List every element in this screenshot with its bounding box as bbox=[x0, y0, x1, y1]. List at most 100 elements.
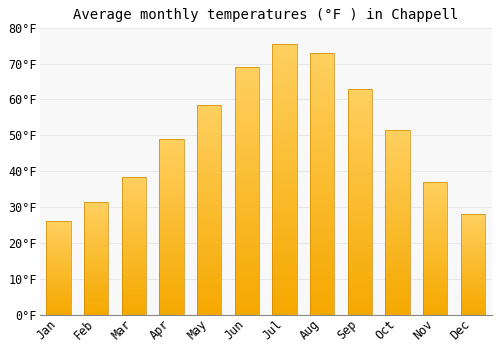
Bar bbox=[272, 241, 296, 244]
Bar bbox=[460, 270, 485, 271]
Bar bbox=[310, 218, 334, 220]
Bar bbox=[310, 254, 334, 257]
Bar bbox=[122, 310, 146, 312]
Bar bbox=[234, 260, 259, 262]
Bar bbox=[310, 55, 334, 58]
Bar bbox=[84, 207, 108, 208]
Bar bbox=[385, 237, 409, 239]
Bar bbox=[46, 226, 70, 227]
Bar bbox=[197, 105, 222, 315]
Bar bbox=[310, 210, 334, 212]
Bar bbox=[348, 238, 372, 240]
Bar bbox=[423, 248, 448, 250]
Bar bbox=[423, 201, 448, 202]
Bar bbox=[423, 271, 448, 272]
Bar bbox=[460, 274, 485, 275]
Bar bbox=[122, 264, 146, 265]
Bar bbox=[197, 224, 222, 226]
Bar bbox=[122, 218, 146, 219]
Bar bbox=[385, 222, 409, 224]
Bar bbox=[460, 256, 485, 257]
Bar bbox=[272, 190, 296, 193]
Bar bbox=[460, 261, 485, 262]
Bar bbox=[234, 178, 259, 181]
Bar bbox=[310, 116, 334, 118]
Bar bbox=[197, 153, 222, 155]
Bar bbox=[272, 296, 296, 298]
Bar bbox=[46, 298, 70, 299]
Bar bbox=[46, 249, 70, 250]
Bar bbox=[310, 296, 334, 299]
Bar bbox=[197, 113, 222, 115]
Bar bbox=[197, 279, 222, 281]
Bar bbox=[197, 184, 222, 187]
Bar bbox=[460, 254, 485, 256]
Bar bbox=[385, 172, 409, 174]
Bar bbox=[423, 301, 448, 303]
Bar bbox=[272, 228, 296, 231]
Bar bbox=[46, 221, 70, 222]
Bar bbox=[310, 265, 334, 267]
Title: Average monthly temperatures (°F ) in Chappell: Average monthly temperatures (°F ) in Ch… bbox=[73, 8, 458, 22]
Bar bbox=[423, 284, 448, 285]
Bar bbox=[385, 204, 409, 205]
Bar bbox=[46, 237, 70, 238]
Bar bbox=[159, 184, 184, 186]
Bar bbox=[46, 306, 70, 307]
Bar bbox=[159, 139, 184, 141]
Bar bbox=[423, 236, 448, 238]
Bar bbox=[385, 294, 409, 296]
Bar bbox=[234, 273, 259, 275]
Bar bbox=[310, 236, 334, 239]
Bar bbox=[84, 309, 108, 310]
Bar bbox=[385, 283, 409, 285]
Bar bbox=[423, 260, 448, 261]
Bar bbox=[460, 253, 485, 254]
Bar bbox=[348, 96, 372, 98]
Bar bbox=[423, 222, 448, 223]
Bar bbox=[197, 271, 222, 273]
Bar bbox=[84, 220, 108, 221]
Bar bbox=[460, 301, 485, 302]
Bar bbox=[46, 262, 70, 263]
Bar bbox=[122, 294, 146, 295]
Bar bbox=[423, 305, 448, 307]
Bar bbox=[122, 236, 146, 237]
Bar bbox=[234, 67, 259, 315]
Bar bbox=[84, 245, 108, 246]
Bar bbox=[423, 220, 448, 222]
Bar bbox=[385, 183, 409, 185]
Bar bbox=[234, 121, 259, 124]
Bar bbox=[310, 131, 334, 134]
Bar bbox=[122, 271, 146, 272]
Bar bbox=[385, 311, 409, 313]
Bar bbox=[272, 244, 296, 247]
Bar bbox=[46, 268, 70, 269]
Bar bbox=[423, 251, 448, 252]
Bar bbox=[122, 241, 146, 243]
Bar bbox=[84, 266, 108, 267]
Bar bbox=[234, 285, 259, 287]
Bar bbox=[460, 228, 485, 229]
Bar bbox=[234, 97, 259, 99]
Bar bbox=[348, 231, 372, 233]
Bar bbox=[122, 223, 146, 225]
Bar bbox=[122, 312, 146, 313]
Bar bbox=[234, 117, 259, 119]
Bar bbox=[460, 263, 485, 264]
Bar bbox=[348, 233, 372, 236]
Bar bbox=[348, 279, 372, 281]
Bar bbox=[348, 272, 372, 274]
Bar bbox=[348, 310, 372, 312]
Bar bbox=[234, 136, 259, 139]
Bar bbox=[423, 261, 448, 263]
Bar bbox=[159, 186, 184, 188]
Bar bbox=[460, 251, 485, 252]
Bar bbox=[46, 275, 70, 276]
Bar bbox=[122, 274, 146, 276]
Bar bbox=[84, 262, 108, 264]
Bar bbox=[159, 286, 184, 288]
Bar bbox=[197, 233, 222, 235]
Bar bbox=[423, 280, 448, 281]
Bar bbox=[348, 247, 372, 249]
